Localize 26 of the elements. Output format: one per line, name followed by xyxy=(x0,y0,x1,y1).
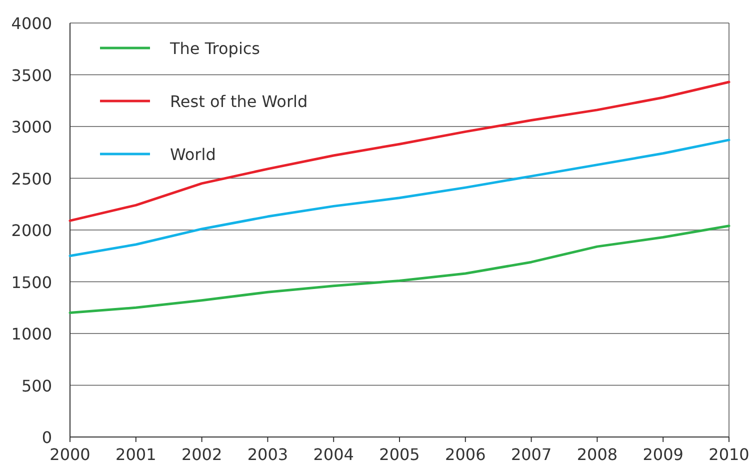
legend-label: World xyxy=(170,145,216,164)
y-tick-label: 4000 xyxy=(11,14,52,33)
y-tick-label: 500 xyxy=(21,376,52,396)
x-tick-label: 2002 xyxy=(181,445,222,464)
y-tick-label: 1500 xyxy=(11,272,52,292)
x-tick-label: 2000 xyxy=(50,445,90,464)
x-tick-label: 2001 xyxy=(116,445,156,464)
line-series xyxy=(68,224,730,314)
y-tick-label: 0 xyxy=(42,428,52,447)
x-tick-label: 2004 xyxy=(313,445,354,464)
y-tick-label: 3000 xyxy=(11,118,52,136)
y-tick-label: 2000 xyxy=(11,221,52,240)
line-series xyxy=(68,138,730,258)
legend-label: The Tropics xyxy=(169,39,260,58)
x-tick-label: 2006 xyxy=(445,445,486,464)
x-tick-label: 2005 xyxy=(379,445,420,464)
line-series xyxy=(68,80,730,222)
y-tick-label: 3500 xyxy=(11,66,52,85)
x-tick-label: 2008 xyxy=(576,445,618,464)
y-tick-label: 2500 xyxy=(11,169,52,188)
x-tick-label: 2003 xyxy=(247,445,288,464)
y-tick-label: 1000 xyxy=(11,324,52,344)
x-tick-label: 2007 xyxy=(510,445,552,464)
legend-label: Rest of the World xyxy=(170,92,308,111)
x-tick-label: 2009 xyxy=(642,445,684,464)
x-tick-label: 2010 xyxy=(708,445,750,464)
